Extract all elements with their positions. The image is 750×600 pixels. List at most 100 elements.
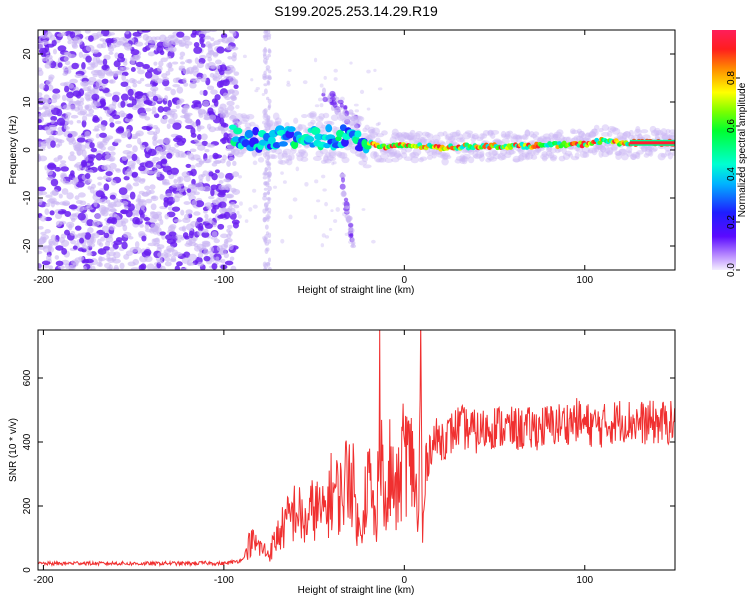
heatmap-streak (263, 70, 267, 76)
heatmap-speckle (212, 75, 218, 80)
trace-halo (500, 130, 507, 139)
heatmap-speckle (375, 122, 380, 127)
heatmap-streak (267, 257, 272, 263)
trace-halo (379, 153, 389, 160)
trace-halo (481, 133, 488, 139)
trace-halo (266, 120, 274, 128)
heatmap-speckle (71, 62, 79, 70)
heatmap-speckle (63, 56, 69, 62)
heatmap-speckle (88, 108, 95, 115)
heatmap-speckle (105, 151, 111, 155)
heatmap-speckle (74, 257, 82, 263)
heatmap-speckle (139, 223, 144, 228)
x-tick-label: -100 (214, 575, 234, 586)
trace-halo (668, 129, 675, 134)
trace-halo (532, 149, 540, 156)
trace-halo (320, 159, 327, 164)
trace-halo (664, 149, 672, 156)
heatmap-speckle (57, 45, 67, 52)
heatmap-speckle (44, 44, 50, 53)
trace-halo (607, 125, 617, 133)
heatmap-speckle (167, 99, 173, 108)
heatmap-speckle (199, 37, 205, 45)
heatmap-speckle (210, 89, 218, 95)
trace-halo (479, 150, 485, 158)
heatmap-speckle (179, 61, 186, 65)
snr-xlabel: Height of straight line (km) (298, 585, 415, 596)
trace-halo (634, 128, 642, 137)
heatmap-speckle (116, 199, 122, 203)
trace-halo (517, 154, 525, 162)
heatmap-speckle (69, 31, 76, 39)
trace-halo (487, 130, 494, 137)
heatmap-speckle (39, 83, 45, 90)
heatmap-speckle (47, 244, 53, 252)
heatmap-speckle (203, 158, 211, 164)
trace-halo (410, 151, 420, 159)
heatmap-speckle (138, 165, 146, 172)
trace-halo (476, 136, 484, 142)
heatmap-speckle (72, 245, 78, 250)
heatmap-speckle (97, 69, 106, 77)
heatmap-speckle (320, 174, 326, 179)
heatmap-speckle (146, 263, 155, 270)
trace-halo (467, 148, 475, 155)
heatmap-speckle (60, 233, 67, 239)
heatmap-speckle (185, 223, 194, 231)
heatmap-speckle (78, 51, 83, 58)
spectrogram-heatmap (38, 30, 675, 270)
heatmap-speckle (201, 140, 208, 147)
trace-halo (594, 143, 604, 150)
trace-halo (518, 135, 528, 140)
trace-halo (273, 121, 279, 127)
heatmap-speckle (104, 262, 112, 269)
heatmap-speckle (137, 194, 142, 202)
trace-halo (315, 116, 324, 123)
heatmap-speckle (109, 79, 114, 84)
trace-halo (524, 129, 531, 137)
trace-halo (644, 147, 653, 152)
heatmap-speckle (121, 155, 128, 161)
heatmap-speckle (58, 193, 63, 199)
heatmap-speckle (89, 142, 95, 149)
heatmap-speckle (138, 190, 145, 195)
heatmap-speckle (85, 44, 95, 52)
heatmap-streak (264, 167, 269, 172)
heatmap-speckle (129, 191, 136, 200)
heatmap-speckle (85, 55, 92, 63)
trace-halo (228, 115, 237, 121)
colorbar-tick-label: 0.6 (726, 119, 737, 133)
heatmap-speckle (54, 255, 60, 260)
trace-halo (565, 136, 572, 144)
heatmap-speckle (144, 185, 151, 191)
heatmap-speckle (239, 201, 243, 206)
trace-halo (490, 129, 500, 135)
heatmap-speckle (227, 56, 233, 60)
trace-core (311, 126, 321, 136)
heatmap-speckle (190, 164, 196, 170)
heatmap-speckle (266, 211, 272, 215)
heatmap-speckle (223, 178, 231, 183)
heatmap-speckle (107, 145, 116, 151)
heatmap-speckle (320, 243, 325, 248)
heatmap-speckle (77, 110, 87, 116)
heatmap-speckle (162, 77, 169, 81)
heatmap-speckle (172, 83, 181, 88)
heatmap-speckle (171, 206, 181, 212)
trace-halo (354, 115, 363, 121)
trace-halo (649, 148, 657, 153)
heatmap-speckle (117, 52, 125, 59)
heatmap-speckle (223, 252, 229, 259)
y-tick-label: 20 (22, 48, 33, 60)
heatmap-speckle (207, 56, 213, 62)
heatmap-speckle (176, 31, 185, 38)
heatmap-speckle (171, 61, 179, 65)
heatmap-speckle (166, 152, 173, 159)
trace-halo (396, 132, 403, 138)
heatmap-speckle (81, 62, 86, 70)
heatmap-speckle (318, 97, 323, 102)
heatmap-speckle (176, 140, 185, 146)
heatmap-speckle (216, 46, 225, 54)
heatmap-speckle (193, 211, 201, 216)
heatmap-speckle (229, 256, 235, 261)
